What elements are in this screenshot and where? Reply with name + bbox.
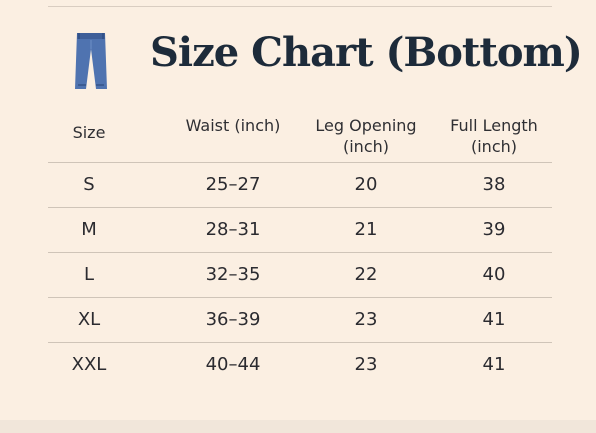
table-cell-waist: 36–39	[205, 309, 261, 330]
table-cell-leg-opening: 23	[354, 309, 378, 330]
table-cell-leg-opening: 23	[354, 354, 378, 375]
table-header-leg-opening: Leg Opening (inch)	[315, 116, 417, 156]
table-header-size: Size	[72, 123, 106, 142]
page-title: Size Chart (Bottom)	[150, 29, 583, 76]
table-cell-size: L	[83, 264, 95, 285]
table-cell-leg-opening: 22	[354, 264, 378, 285]
table-cell-full-length: 40	[482, 264, 506, 285]
table-cell-waist: 32–35	[205, 264, 261, 285]
table-divider	[48, 252, 552, 253]
table-cell-leg-opening: 20	[354, 174, 378, 195]
bottom-edge	[0, 420, 596, 433]
table-header-full-length: Full Length (inch)	[450, 116, 538, 156]
table-cell-waist: 40–44	[205, 354, 261, 375]
top-divider	[48, 6, 552, 7]
table-cell-size: S	[83, 174, 95, 195]
table-divider	[48, 207, 552, 208]
table-cell-size: XXL	[71, 354, 107, 375]
table-cell-waist: 25–27	[205, 174, 261, 195]
table-cell-full-length: 38	[482, 174, 506, 195]
table-header-waist: Waist (inch)	[185, 116, 281, 135]
table-cell-full-length: 39	[482, 219, 506, 240]
table-cell-size: XL	[77, 309, 101, 330]
table-divider	[48, 342, 552, 343]
table-cell-leg-opening: 21	[354, 219, 378, 240]
table-cell-size: M	[81, 219, 97, 240]
table-divider	[48, 162, 552, 163]
table-cell-waist: 28–31	[205, 219, 261, 240]
table-cell-full-length: 41	[482, 309, 506, 330]
pants-icon	[75, 33, 107, 89]
table-cell-full-length: 41	[482, 354, 506, 375]
table-divider	[48, 297, 552, 298]
